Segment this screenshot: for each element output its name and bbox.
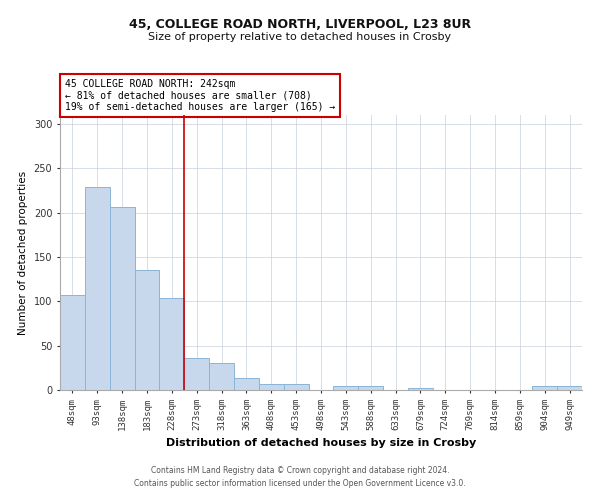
Bar xyxy=(358,386,383,390)
Bar xyxy=(184,358,209,390)
Text: Size of property relative to detached houses in Crosby: Size of property relative to detached ho… xyxy=(148,32,452,42)
Bar xyxy=(134,270,160,390)
Bar xyxy=(110,208,134,390)
Bar xyxy=(284,384,308,390)
Bar xyxy=(259,384,284,390)
Bar xyxy=(60,295,85,390)
Bar xyxy=(334,386,358,390)
Bar xyxy=(557,386,582,390)
Bar xyxy=(160,298,184,390)
Bar xyxy=(408,388,433,390)
Bar xyxy=(234,378,259,390)
Text: Contains HM Land Registry data © Crown copyright and database right 2024.
Contai: Contains HM Land Registry data © Crown c… xyxy=(134,466,466,487)
Y-axis label: Number of detached properties: Number of detached properties xyxy=(18,170,28,334)
Bar xyxy=(85,187,110,390)
Bar xyxy=(532,386,557,390)
X-axis label: Distribution of detached houses by size in Crosby: Distribution of detached houses by size … xyxy=(166,438,476,448)
Text: 45 COLLEGE ROAD NORTH: 242sqm
← 81% of detached houses are smaller (708)
19% of : 45 COLLEGE ROAD NORTH: 242sqm ← 81% of d… xyxy=(65,79,335,112)
Text: 45, COLLEGE ROAD NORTH, LIVERPOOL, L23 8UR: 45, COLLEGE ROAD NORTH, LIVERPOOL, L23 8… xyxy=(129,18,471,30)
Bar xyxy=(209,362,234,390)
